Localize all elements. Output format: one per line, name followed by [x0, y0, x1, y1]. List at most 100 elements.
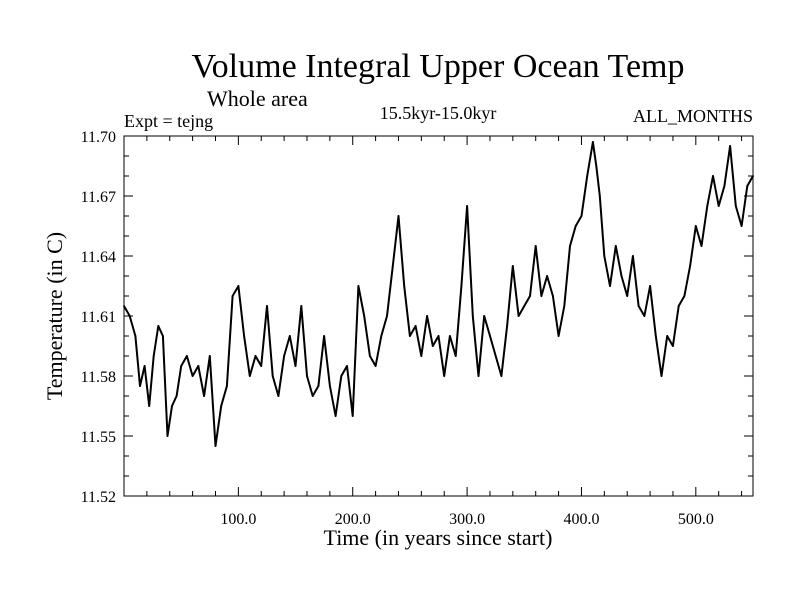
y-tick-label: 11.58 — [81, 369, 116, 386]
data-point — [506, 325, 508, 327]
data-point — [552, 295, 554, 297]
data-point — [592, 141, 594, 143]
data-point — [660, 375, 663, 377]
data-point — [123, 305, 125, 307]
data-point — [323, 335, 325, 337]
data-point — [391, 265, 394, 267]
data-point — [357, 285, 360, 287]
data-point — [471, 315, 474, 317]
data-point — [723, 185, 726, 187]
data-point — [317, 385, 320, 387]
data-point — [157, 325, 160, 327]
data-point — [706, 205, 709, 207]
data-point — [517, 315, 520, 317]
data-point — [729, 145, 731, 147]
data-point — [226, 385, 228, 387]
data-point — [431, 345, 434, 347]
data-point — [700, 245, 703, 247]
data-point — [626, 295, 629, 297]
data-point — [175, 395, 178, 397]
data-point — [734, 205, 737, 207]
data-point — [300, 305, 303, 307]
y-tick-label: 11.64 — [81, 249, 116, 266]
data-point — [139, 385, 141, 387]
chart-title: Volume Integral Upper Ocean Temp — [192, 48, 685, 85]
data-point — [443, 375, 446, 377]
data-point — [237, 285, 240, 287]
data-point — [637, 305, 640, 307]
data-point — [260, 365, 263, 367]
data-point — [162, 335, 164, 337]
x-tick-label: 100.0 — [220, 511, 256, 528]
data-point — [426, 315, 428, 317]
data-point — [580, 215, 583, 217]
data-point — [454, 355, 457, 357]
data-point — [397, 215, 400, 217]
data-point — [460, 285, 463, 287]
data-point — [449, 335, 451, 337]
data-point — [374, 365, 377, 367]
data-point — [283, 355, 285, 357]
y-tick-label: 11.61 — [81, 309, 116, 326]
data-point — [214, 445, 217, 447]
data-point — [746, 185, 749, 187]
data-point — [752, 175, 754, 177]
data-point — [220, 405, 223, 407]
data-point — [500, 375, 503, 377]
data-point — [523, 305, 526, 307]
data-point — [557, 335, 560, 337]
data-point — [134, 335, 137, 337]
data-point — [672, 345, 674, 347]
x-axis-label: Time (in years since start) — [324, 525, 553, 550]
data-point — [294, 365, 297, 367]
data-point — [529, 295, 531, 297]
y-tick-label: 11.52 — [81, 489, 116, 506]
data-point — [414, 325, 417, 327]
x-tick-label: 300.0 — [449, 511, 485, 528]
data-point — [740, 225, 743, 227]
data-point — [351, 415, 354, 417]
data-point — [231, 295, 234, 297]
data-point — [311, 395, 314, 397]
data-point — [466, 205, 468, 207]
data-point — [614, 245, 617, 247]
data-point — [477, 375, 480, 377]
data-point — [340, 375, 343, 377]
data-point — [677, 305, 680, 307]
data-point — [483, 315, 486, 317]
y-axis-label: Temperature (in C) — [42, 232, 67, 400]
x-axis-ticks — [146, 136, 743, 496]
data-point — [595, 165, 598, 167]
data-point — [620, 275, 623, 277]
y-tick-label: 11.70 — [81, 129, 116, 146]
x-tick-label: 400.0 — [563, 511, 599, 528]
data-point — [403, 285, 406, 287]
y-axis-ticks — [124, 135, 753, 497]
data-point — [334, 415, 337, 417]
data-point — [649, 285, 651, 287]
data-point — [288, 335, 291, 337]
data-point — [534, 245, 537, 247]
data-point — [586, 175, 589, 177]
data-point — [689, 265, 691, 267]
data-point — [191, 375, 194, 377]
data-point — [409, 335, 411, 337]
data-point — [248, 375, 251, 377]
months-label: ALL_MONTHS — [633, 106, 753, 126]
period-label: 15.5kyr-15.0kyr — [380, 103, 497, 123]
data-point — [546, 275, 548, 277]
data-point — [654, 335, 657, 337]
data-point — [148, 405, 151, 407]
y-axis-tick-labels: 11.52 11.55 11.58 11.61 11.64 11.67 11.70 — [81, 129, 116, 506]
data-point — [266, 305, 268, 307]
data-point — [243, 335, 246, 337]
data-point — [180, 365, 183, 367]
data-point — [128, 315, 131, 317]
data-point — [186, 355, 188, 357]
data-point — [208, 355, 211, 357]
data-point — [171, 405, 173, 407]
data-point — [609, 285, 611, 287]
data-point — [203, 395, 206, 397]
data-point — [603, 255, 606, 257]
